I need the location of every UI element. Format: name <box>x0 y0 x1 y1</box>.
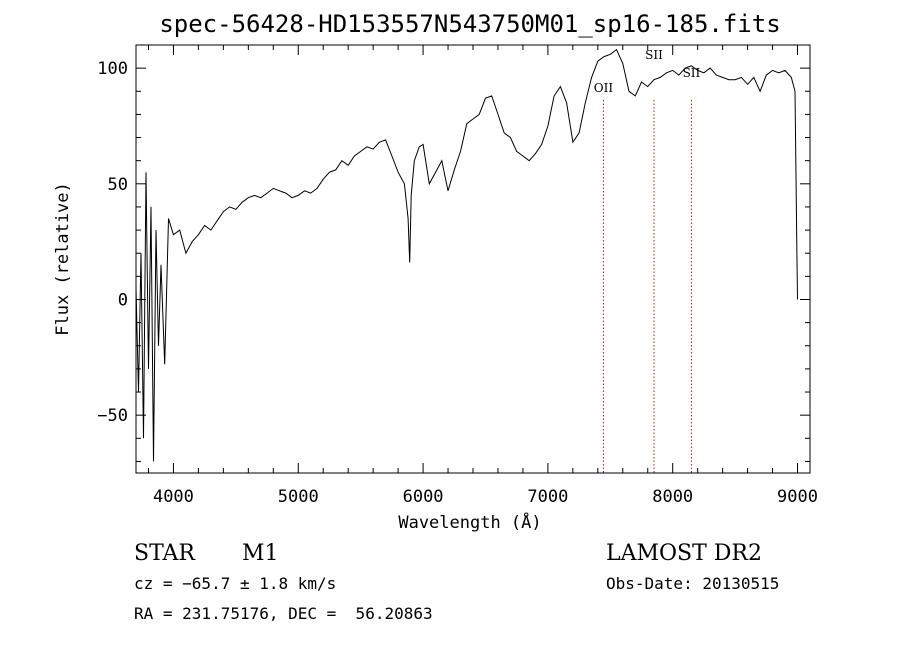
chart-title: spec-56428-HD153557N543750M01_sp16-185.f… <box>159 10 780 38</box>
object-class: STAR <box>134 541 196 566</box>
x-tick-label: 6000 <box>403 487 444 507</box>
x-tick-label: 4000 <box>153 487 194 507</box>
observation-date: Obs-Date: 20130515 <box>606 574 779 593</box>
x-tick-label: 8000 <box>652 487 693 507</box>
y-axis-label: Flux (relative) <box>53 182 73 336</box>
x-tick-label: 7000 <box>527 487 568 507</box>
coordinates: RA = 231.75176, DEC = 56.20863 <box>134 604 433 623</box>
y-tick-label: 0 <box>118 290 128 310</box>
line-marker-label: OII <box>594 81 614 95</box>
x-axis: 4000 5000 6000 7000 8000 9000 <box>147 45 818 507</box>
plot-frame <box>135 44 811 474</box>
line-marker-label: SII <box>645 48 663 62</box>
y-tick-label: 50 <box>108 175 128 195</box>
redshift-velocity: cz = −65.7 ± 1.8 km/s <box>134 574 336 593</box>
y-tick-label: 100 <box>97 59 128 79</box>
survey-name: LAMOST DR2 <box>606 541 762 566</box>
x-tick-label: 5000 <box>278 487 319 507</box>
y-tick-label: −50 <box>97 406 128 426</box>
y-axis: −50 0 50 100 <box>97 44 810 462</box>
object-subclass: M1 <box>242 541 279 566</box>
spectrum-line <box>135 48 798 462</box>
x-axis-label: Wavelength (Å) <box>398 511 541 533</box>
x-tick-label: 9000 <box>777 487 818 507</box>
